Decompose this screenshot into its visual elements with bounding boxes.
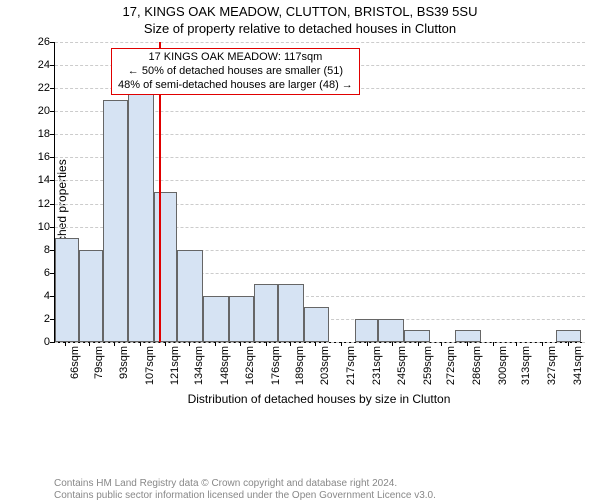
x-tick-mark bbox=[240, 342, 241, 346]
x-tick-mark bbox=[418, 342, 419, 346]
histogram-bar bbox=[378, 319, 404, 342]
x-tick-label: 272sqm bbox=[445, 346, 457, 390]
chart-title-sub: Size of property relative to detached ho… bbox=[0, 21, 600, 36]
x-tick-label: 121sqm bbox=[169, 346, 181, 390]
histogram-bar bbox=[128, 88, 154, 342]
x-tick-label: 300sqm bbox=[497, 346, 509, 390]
x-tick-label: 341sqm bbox=[572, 346, 584, 390]
x-tick-label: 286sqm bbox=[471, 346, 483, 390]
histogram-bar bbox=[177, 250, 203, 342]
x-tick-mark bbox=[65, 342, 66, 346]
x-tick-label: 327sqm bbox=[546, 346, 558, 390]
x-tick-mark bbox=[392, 342, 393, 346]
histogram-bar bbox=[304, 307, 330, 342]
x-tick-mark bbox=[215, 342, 216, 346]
x-tick-label: 245sqm bbox=[396, 346, 408, 390]
x-tick-mark bbox=[290, 342, 291, 346]
histogram-bar bbox=[254, 284, 278, 342]
y-tick-mark bbox=[50, 250, 54, 251]
histogram-bar bbox=[229, 296, 255, 342]
y-tick-label: 24 bbox=[38, 59, 50, 71]
chart-title-main: 17, KINGS OAK MEADOW, CLUTTON, BRISTOL, … bbox=[0, 4, 600, 19]
histogram-bar bbox=[278, 284, 304, 342]
footer-line2: Contains public sector information licen… bbox=[54, 490, 436, 502]
plot-area: 17 KINGS OAK MEADOW: 117sqm ← 50% of det… bbox=[54, 42, 585, 343]
histogram-bar bbox=[455, 330, 481, 342]
x-tick-label: 176sqm bbox=[270, 346, 282, 390]
y-tick-mark bbox=[50, 111, 54, 112]
x-tick-mark bbox=[341, 342, 342, 346]
x-tick-mark bbox=[165, 342, 166, 346]
y-tick-mark bbox=[50, 227, 54, 228]
histogram-bar bbox=[556, 330, 582, 342]
y-tick-mark bbox=[50, 134, 54, 135]
gridline bbox=[55, 342, 585, 343]
footer-attribution: Contains HM Land Registry data © Crown c… bbox=[54, 478, 436, 502]
x-tick-mark bbox=[493, 342, 494, 346]
histogram-bar bbox=[203, 296, 229, 342]
x-tick-mark bbox=[542, 342, 543, 346]
y-tick-label: 16 bbox=[38, 151, 50, 163]
x-tick-label: 93sqm bbox=[118, 346, 130, 390]
histogram-bar bbox=[154, 192, 178, 342]
x-tick-label: 231sqm bbox=[371, 346, 383, 390]
y-tick-label: 6 bbox=[44, 267, 50, 279]
y-tick-mark bbox=[50, 319, 54, 320]
x-tick-label: 203sqm bbox=[319, 346, 331, 390]
y-tick-mark bbox=[50, 157, 54, 158]
y-tick-mark bbox=[50, 88, 54, 89]
x-tick-mark bbox=[516, 342, 517, 346]
x-tick-label: 134sqm bbox=[193, 346, 205, 390]
x-tick-mark bbox=[467, 342, 468, 346]
x-tick-label: 217sqm bbox=[345, 346, 357, 390]
x-tick-label: 189sqm bbox=[294, 346, 306, 390]
y-tick-mark bbox=[50, 180, 54, 181]
x-tick-mark bbox=[568, 342, 569, 346]
x-tick-label: 79sqm bbox=[93, 346, 105, 390]
footer-line1: Contains HM Land Registry data © Crown c… bbox=[54, 478, 436, 490]
y-tick-mark bbox=[50, 42, 54, 43]
x-tick-label: 313sqm bbox=[520, 346, 532, 390]
x-tick-mark bbox=[315, 342, 316, 346]
histogram-bar bbox=[55, 238, 79, 342]
y-tick-label: 12 bbox=[38, 198, 50, 210]
annotation-line2: ← 50% of detached houses are smaller (51… bbox=[118, 65, 353, 79]
y-tick-label: 20 bbox=[38, 105, 50, 117]
y-tick-mark bbox=[50, 65, 54, 66]
y-tick-mark bbox=[50, 204, 54, 205]
y-tick-mark bbox=[50, 342, 54, 343]
y-tick-label: 18 bbox=[38, 128, 50, 140]
histogram-bar bbox=[79, 250, 103, 342]
x-tick-mark bbox=[266, 342, 267, 346]
plot-container: Number of detached properties 17 KINGS O… bbox=[54, 42, 584, 392]
y-tick-label: 2 bbox=[44, 313, 50, 325]
x-tick-label: 162sqm bbox=[244, 346, 256, 390]
x-tick-mark bbox=[89, 342, 90, 346]
y-tick-label: 8 bbox=[44, 244, 50, 256]
y-tick-label: 22 bbox=[38, 82, 50, 94]
y-tick-label: 10 bbox=[38, 221, 50, 233]
y-tick-label: 4 bbox=[44, 290, 50, 302]
x-tick-label: 259sqm bbox=[422, 346, 434, 390]
y-tick-label: 0 bbox=[44, 336, 50, 348]
annotation-box: 17 KINGS OAK MEADOW: 117sqm ← 50% of det… bbox=[111, 48, 360, 95]
x-tick-mark bbox=[367, 342, 368, 346]
histogram-bar bbox=[404, 330, 430, 342]
histogram-bar bbox=[355, 319, 379, 342]
y-tick-mark bbox=[50, 273, 54, 274]
x-tick-label: 66sqm bbox=[69, 346, 81, 390]
y-tick-mark bbox=[50, 296, 54, 297]
histogram-bar bbox=[103, 100, 129, 342]
y-tick-label: 14 bbox=[38, 174, 50, 186]
x-tick-mark bbox=[140, 342, 141, 346]
x-tick-mark bbox=[189, 342, 190, 346]
annotation-line3: 48% of semi-detached houses are larger (… bbox=[118, 79, 353, 93]
annotation-line1: 17 KINGS OAK MEADOW: 117sqm bbox=[118, 51, 353, 65]
y-tick-label: 26 bbox=[38, 36, 50, 48]
x-tick-mark bbox=[114, 342, 115, 346]
x-tick-mark bbox=[441, 342, 442, 346]
x-tick-label: 148sqm bbox=[219, 346, 231, 390]
x-tick-label: 107sqm bbox=[144, 346, 156, 390]
